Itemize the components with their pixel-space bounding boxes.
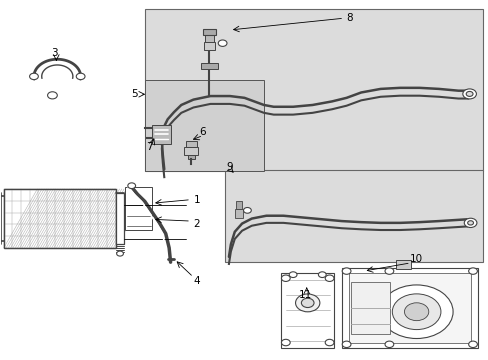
Circle shape bbox=[116, 251, 123, 256]
Bar bbox=[351, 282, 389, 334]
Circle shape bbox=[467, 221, 472, 225]
Circle shape bbox=[281, 339, 289, 346]
Bar bbox=[202, 29, 216, 35]
Text: 4: 4 bbox=[193, 276, 200, 286]
Circle shape bbox=[342, 341, 350, 347]
Text: 3: 3 bbox=[51, 48, 58, 58]
Bar bbox=[145, 80, 264, 171]
Text: 7: 7 bbox=[146, 142, 153, 152]
Circle shape bbox=[468, 268, 476, 274]
Text: 5: 5 bbox=[131, 89, 137, 99]
Circle shape bbox=[325, 339, 333, 346]
Circle shape bbox=[463, 218, 476, 228]
Circle shape bbox=[243, 207, 251, 213]
Circle shape bbox=[384, 268, 393, 274]
Bar bbox=[183, 147, 198, 155]
Bar bbox=[4, 189, 116, 248]
Circle shape bbox=[295, 294, 319, 312]
Bar bbox=[145, 9, 482, 171]
Bar bbox=[395, 260, 410, 269]
Circle shape bbox=[76, 73, 85, 80]
Text: 8: 8 bbox=[346, 13, 352, 23]
Circle shape bbox=[127, 183, 135, 189]
Text: 9: 9 bbox=[225, 162, 232, 172]
Bar bbox=[281, 273, 334, 348]
Circle shape bbox=[465, 91, 472, 96]
Bar bbox=[203, 42, 215, 50]
Bar bbox=[4, 189, 116, 248]
Circle shape bbox=[391, 294, 440, 330]
Circle shape bbox=[404, 303, 428, 321]
Bar bbox=[204, 35, 213, 42]
Bar bbox=[116, 193, 124, 244]
Circle shape bbox=[30, 73, 38, 80]
Circle shape bbox=[342, 268, 350, 274]
Bar bbox=[235, 202, 241, 208]
Circle shape bbox=[47, 92, 57, 99]
Circle shape bbox=[384, 341, 393, 347]
Text: 11: 11 bbox=[298, 290, 311, 300]
Circle shape bbox=[379, 285, 452, 338]
Circle shape bbox=[325, 275, 333, 282]
Bar bbox=[224, 170, 482, 262]
Bar bbox=[152, 125, 170, 144]
Circle shape bbox=[462, 89, 475, 99]
Text: 2: 2 bbox=[193, 219, 200, 229]
Bar bbox=[201, 63, 218, 69]
Bar bbox=[341, 267, 477, 348]
Circle shape bbox=[468, 341, 476, 347]
Bar bbox=[125, 187, 152, 230]
Bar bbox=[186, 141, 197, 147]
Bar bbox=[348, 273, 469, 342]
Circle shape bbox=[281, 275, 289, 282]
Bar bbox=[187, 155, 195, 159]
Text: 10: 10 bbox=[409, 254, 422, 264]
Circle shape bbox=[218, 40, 226, 46]
Circle shape bbox=[288, 272, 296, 278]
Text: 1: 1 bbox=[193, 195, 200, 204]
Circle shape bbox=[301, 298, 313, 307]
Text: 6: 6 bbox=[199, 127, 205, 137]
Bar bbox=[234, 208, 242, 217]
Circle shape bbox=[318, 272, 325, 278]
